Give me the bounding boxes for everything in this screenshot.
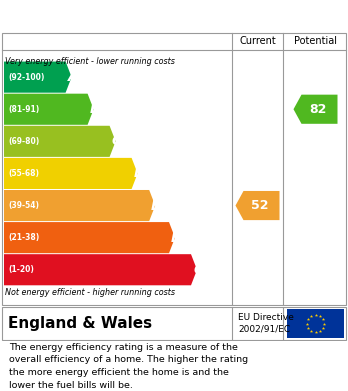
Polygon shape (4, 126, 116, 157)
Text: Current: Current (239, 36, 276, 46)
Text: B: B (89, 102, 100, 116)
Text: Energy Efficiency Rating: Energy Efficiency Rating (10, 9, 220, 23)
Text: (55-68): (55-68) (8, 169, 39, 178)
Text: F: F (171, 231, 181, 245)
Text: C: C (112, 135, 122, 148)
Polygon shape (4, 158, 137, 189)
Text: EU Directive
2002/91/EC: EU Directive 2002/91/EC (238, 314, 294, 334)
Text: Not energy efficient - higher running costs: Not energy efficient - higher running co… (5, 288, 175, 297)
Text: 82: 82 (309, 103, 326, 116)
Polygon shape (4, 190, 155, 221)
Text: The energy efficiency rating is a measure of the
overall efficiency of a home. T: The energy efficiency rating is a measur… (9, 343, 248, 390)
Text: England & Wales: England & Wales (8, 316, 152, 331)
Text: (21-38): (21-38) (8, 233, 39, 242)
Text: E: E (151, 199, 161, 213)
Polygon shape (4, 254, 197, 285)
Polygon shape (4, 61, 72, 93)
Polygon shape (4, 94, 94, 125)
Text: (92-100): (92-100) (8, 73, 45, 82)
Text: Very energy efficient - lower running costs: Very energy efficient - lower running co… (5, 57, 175, 66)
Text: 52: 52 (251, 199, 268, 212)
Text: (1-20): (1-20) (8, 265, 34, 274)
Bar (287, 309, 344, 338)
Text: (69-80): (69-80) (8, 137, 39, 146)
Text: A: A (68, 70, 78, 84)
Text: Potential: Potential (294, 36, 337, 46)
Polygon shape (236, 191, 279, 220)
Text: G: G (193, 263, 204, 277)
Text: (81-91): (81-91) (8, 105, 39, 114)
Text: D: D (134, 167, 145, 180)
Text: (39-54): (39-54) (8, 201, 39, 210)
Polygon shape (4, 222, 175, 253)
Polygon shape (293, 95, 338, 124)
